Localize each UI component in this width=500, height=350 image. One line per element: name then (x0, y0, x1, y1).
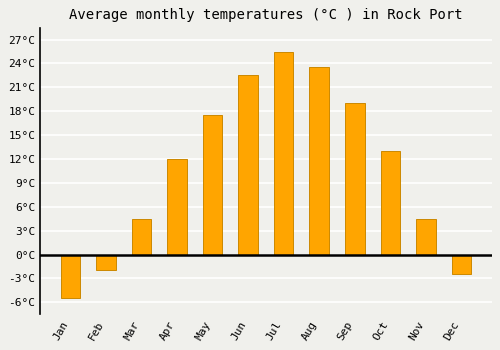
Bar (452, 254, 471, 274)
Bar (132, 219, 152, 254)
Bar (96, 254, 116, 271)
Bar (203, 115, 222, 254)
Bar (380, 151, 400, 254)
Bar (345, 103, 364, 254)
Bar (238, 76, 258, 254)
Title: Average monthly temperatures (°C ) in Rock Port: Average monthly temperatures (°C ) in Ro… (69, 8, 462, 22)
Bar (310, 68, 329, 254)
Bar (274, 51, 293, 254)
Bar (416, 219, 436, 254)
Bar (60, 254, 80, 298)
Bar (168, 159, 187, 254)
